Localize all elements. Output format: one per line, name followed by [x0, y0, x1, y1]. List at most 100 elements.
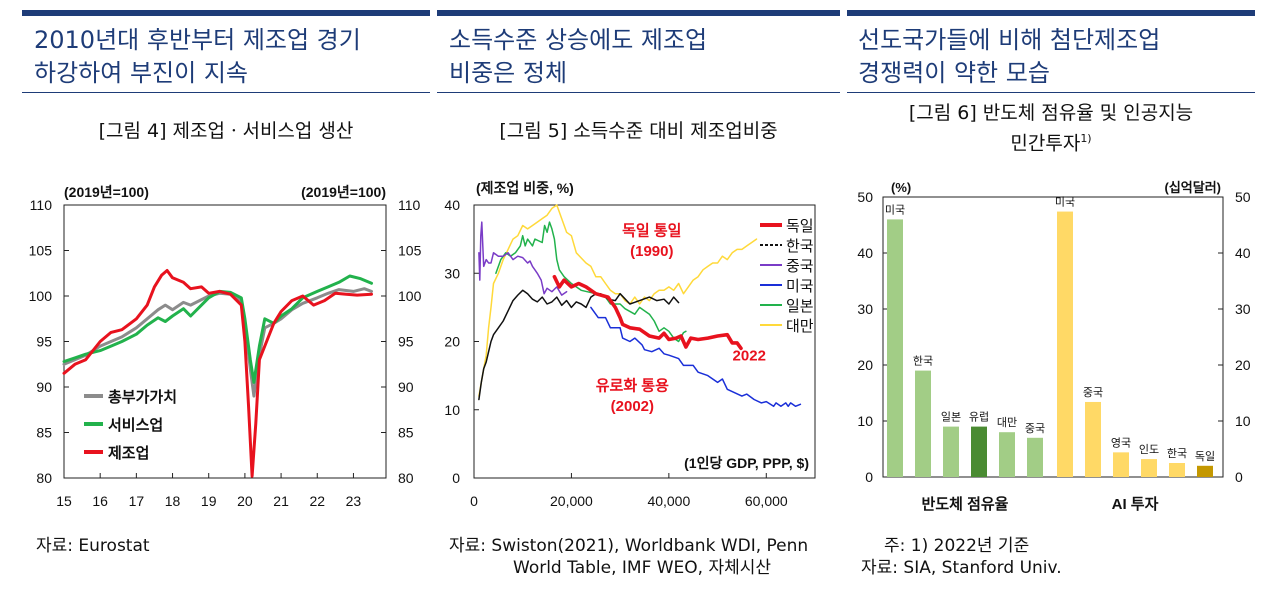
- bar-label: 인도: [1139, 443, 1159, 456]
- x-tick-label: 19: [201, 493, 217, 509]
- y-tick-label-left: 100: [29, 288, 53, 304]
- y-tick-label-left: 40: [857, 245, 873, 261]
- series-line-purple: [478, 221, 568, 296]
- bar-label: 유럽: [969, 410, 989, 424]
- x-tick-label: 18: [165, 493, 181, 509]
- bar: [999, 432, 1015, 477]
- y-tick-label-left: 85: [36, 425, 52, 441]
- y-tick-label-right: 10: [1235, 413, 1251, 429]
- x-tick-label: 21: [273, 493, 289, 509]
- bar: [1141, 459, 1157, 477]
- bar: [915, 370, 931, 477]
- bar: [1197, 465, 1213, 477]
- header-bar-3: [847, 10, 1255, 16]
- y-tick-label-right: 90: [398, 379, 414, 395]
- legend-label: 일본: [786, 298, 814, 315]
- figure-title-6-line-1: [그림 6] 반도체 점유율 및 인공지능: [908, 102, 1194, 124]
- unit-label-left: (%): [891, 180, 911, 195]
- plot-frame: [882, 196, 1224, 478]
- y-tick-label-left: 105: [29, 243, 53, 259]
- x-tick-label: 15: [56, 493, 72, 509]
- bar: [1027, 437, 1043, 477]
- y-tick-label-left: 50: [857, 189, 873, 205]
- annotation-label: (1990): [630, 243, 673, 260]
- header-bar-1: [22, 10, 430, 16]
- x-tick-label: 40,000: [647, 493, 690, 509]
- headline-rule-1: [22, 92, 430, 93]
- y-tick-label-left: 80: [36, 470, 52, 486]
- series-line-green: [495, 221, 687, 343]
- source-2-line-2: World Table, IMF WEO, 자체시산: [513, 558, 772, 578]
- y-tick-label-left: 10: [857, 413, 873, 429]
- legend-label: 서비스업: [108, 417, 163, 434]
- bar: [1085, 401, 1101, 477]
- x-tick-label: 16: [92, 493, 108, 509]
- x-tick-label: 23: [346, 493, 362, 509]
- headline-rule-3: [847, 92, 1255, 93]
- y-tick-label-right: 95: [398, 334, 414, 350]
- legend-label: 중국: [786, 258, 814, 275]
- annotation-label: 2022: [733, 348, 766, 365]
- y-tick-label: 10: [444, 402, 460, 418]
- x-axis-label: (1인당 GDP, PPP, $): [684, 455, 809, 471]
- y-tick-label-left: 0: [865, 469, 873, 485]
- series-line-red: [552, 274, 743, 351]
- footnote-3: 주: 1) 2022년 기준: [884, 536, 1030, 556]
- series-line-green: [62, 274, 373, 384]
- unit-label-right: (십억달러): [1165, 180, 1222, 195]
- legend-label: 독일: [786, 218, 814, 235]
- y-tick-label: 20: [444, 334, 460, 350]
- y-axis-label: (제조업 비중, %): [476, 180, 574, 196]
- x-tick-label: 60,000: [745, 493, 788, 509]
- legend-label: 대만: [786, 318, 814, 335]
- y-tick-label-right: 100: [398, 288, 422, 304]
- bar: [1169, 463, 1185, 477]
- chart-production: 80 80 85 85 90 90 95 95 100 100 105 105 110 110 15 16 17…: [29, 184, 422, 509]
- series-line-red: [62, 269, 373, 478]
- y-tick-label-right: 30: [1235, 301, 1251, 317]
- source-1: 자료: Eurostat: [36, 536, 150, 556]
- group-label: AI 투자: [1112, 496, 1159, 513]
- x-tick-label: 20: [237, 493, 253, 509]
- figure-title-4: [그림 4] 제조업ㆍ서비스업 생산: [98, 120, 354, 142]
- bar-label: 일본: [941, 410, 961, 424]
- y-tick-label-left: 110: [30, 197, 53, 213]
- bar-label: 독일: [1195, 449, 1215, 463]
- legend-label: 미국: [786, 278, 814, 295]
- bar: [887, 219, 903, 477]
- chart-manufacturing-share: 0 10 20 30 40 0 20,000 40,000 60,000 (제조업 비중, %) (…: [444, 180, 816, 509]
- y-tick-label-left: 95: [36, 334, 52, 350]
- headline-rule-2: [437, 92, 840, 93]
- series-line-blue: [590, 306, 802, 408]
- y-tick-label-left: 20: [857, 357, 873, 373]
- unit-label-left: (2019년=100): [64, 184, 149, 200]
- y-tick-label-left: 30: [857, 301, 873, 317]
- bar: [1057, 211, 1073, 477]
- annotation-label: 독일 통일: [622, 223, 681, 240]
- bar-label: 한국: [1167, 447, 1187, 460]
- unit-label-right: (2019년=100): [301, 184, 386, 200]
- y-tick-label-left: 90: [36, 379, 52, 395]
- source-2-line-1: 자료: Swiston(2021), Worldbank WDI, Penn: [449, 536, 809, 556]
- headline-1: 2010년대 후반부터 제조업 경기 하강하여 부진이 지속: [34, 26, 361, 87]
- y-tick-label: 0: [452, 470, 460, 486]
- headline-3: 선도국가들에 비해 첨단제조업 경쟁력이 약한 모습: [858, 26, 1161, 87]
- x-tick-label: 20,000: [550, 493, 593, 509]
- figure-title-6: [그림 6] 반도체 점유율 및 인공지능 민간투자1): [847, 100, 1255, 156]
- figure-title-5: [그림 5] 소득수준 대비 제조업비중: [499, 120, 778, 142]
- x-tick-label: 22: [309, 493, 325, 509]
- bar-label: 중국: [1083, 387, 1103, 399]
- series-line-gray: [62, 287, 373, 398]
- bar-label: 미국: [1055, 196, 1075, 209]
- bar-label: 미국: [885, 203, 905, 216]
- source-3: 자료: SIA, Stanford Univ.: [861, 558, 1062, 578]
- y-tick-label-right: 80: [398, 470, 414, 486]
- y-tick-label-right: 20: [1235, 357, 1251, 373]
- x-tick-label: 0: [470, 493, 478, 509]
- footnote-marker: 1): [1080, 132, 1092, 145]
- legend-label: 제조업: [108, 445, 149, 462]
- x-tick-label: 17: [129, 493, 145, 509]
- y-tick-label-right: 40: [1235, 245, 1251, 261]
- bar-label: 영국: [1111, 436, 1131, 449]
